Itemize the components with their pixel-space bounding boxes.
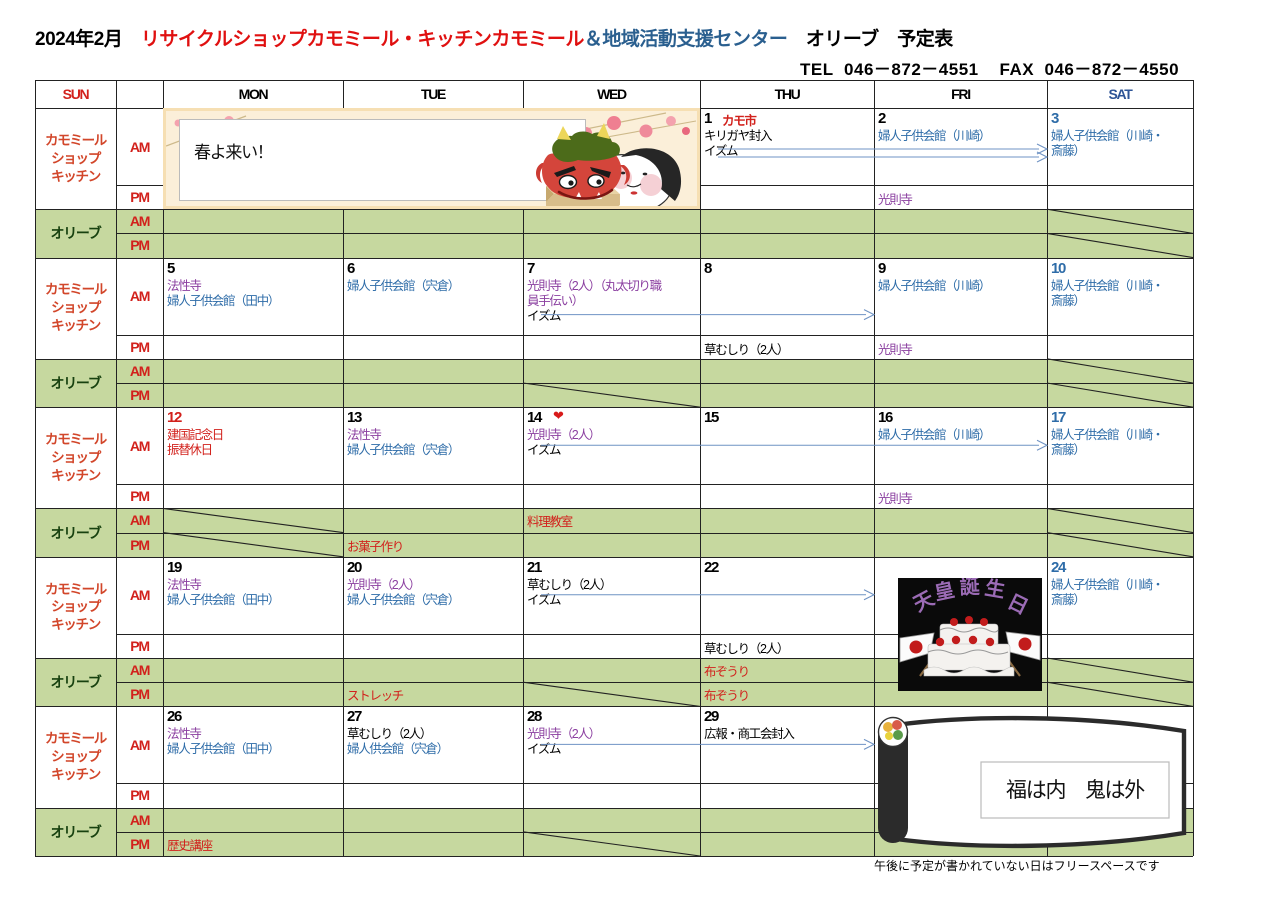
svg-text:日: 日 bbox=[1004, 591, 1030, 619]
svg-text:福は内 鬼は外: 福は内 鬼は外 bbox=[1006, 779, 1145, 802]
svg-text:生: 生 bbox=[983, 578, 1007, 602]
svg-text:誕: 誕 bbox=[959, 578, 980, 599]
svg-text:皇: 皇 bbox=[932, 578, 957, 605]
